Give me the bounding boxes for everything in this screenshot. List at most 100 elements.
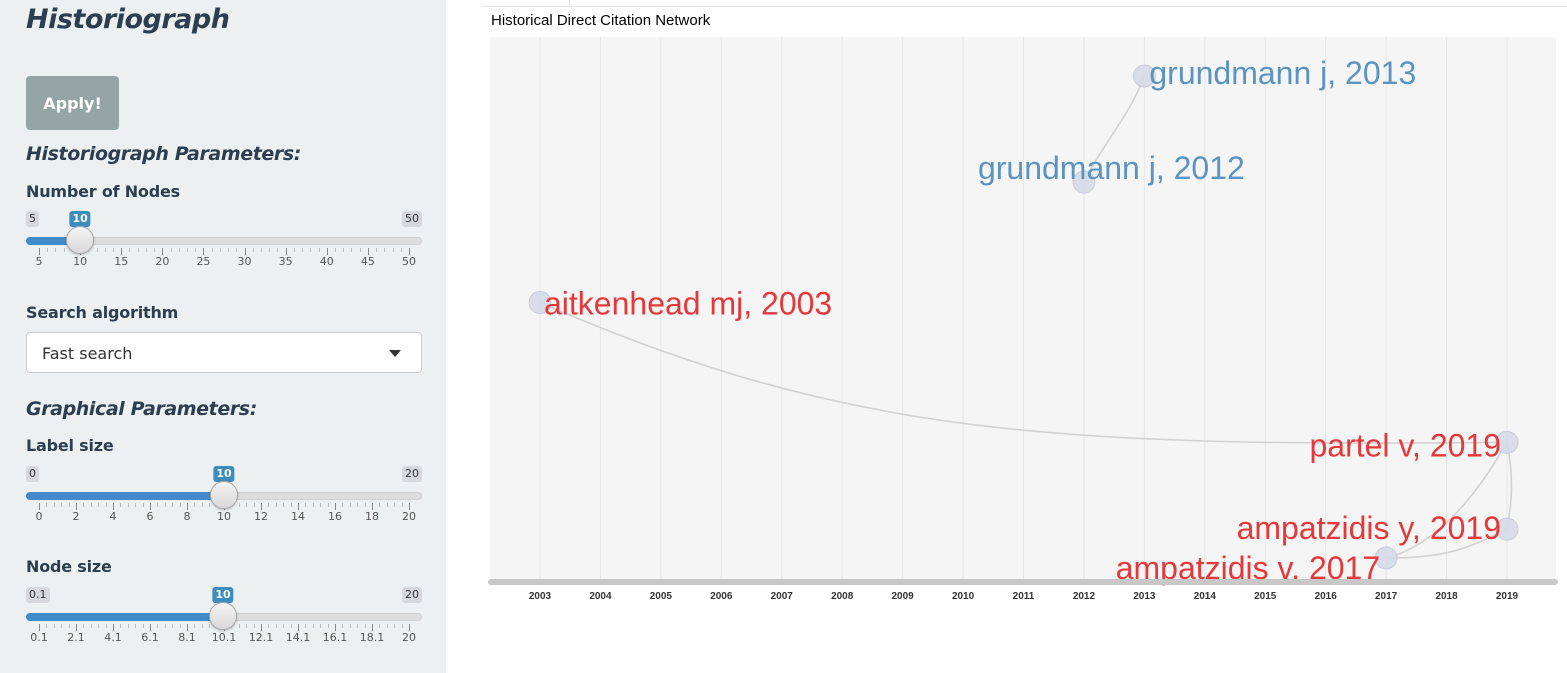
number-of-nodes-slider[interactable]: 5 50 10 5 10 15 20 25 30 35 40 45 50 — [26, 211, 422, 271]
slider-minor-tick — [178, 248, 180, 252]
slider-handle[interactable] — [66, 226, 95, 254]
slider-tick-label: 10 — [73, 255, 88, 268]
x-tick-label: 2007 — [771, 591, 794, 602]
slider-fill — [26, 613, 224, 621]
node-label[interactable]: aitkenhead mj, 2003 — [544, 286, 832, 322]
slider-tick-label: 20 — [402, 631, 416, 644]
slider-minor-tick — [343, 248, 345, 252]
slider-tick-label: 40 — [319, 255, 334, 268]
slider-minor-tick — [120, 503, 122, 507]
slider-min-label: 5 — [26, 211, 39, 227]
network-node[interactable] — [1495, 430, 1519, 454]
network-node[interactable] — [1495, 517, 1519, 541]
slider-tick — [326, 248, 328, 255]
node-label[interactable]: grundmann j, 2012 — [978, 150, 1245, 186]
network-node[interactable] — [1374, 546, 1398, 570]
plot-scrollbar[interactable] — [488, 579, 1558, 585]
slider-minor-tick — [253, 503, 255, 507]
slider-minor-tick — [172, 624, 174, 628]
node-label[interactable]: partel v, 2019 — [1309, 427, 1501, 463]
slider-tick — [409, 503, 410, 510]
slider-tick-label: 4.1 — [104, 631, 122, 644]
slider-minor-tick — [357, 624, 359, 628]
slider-minor-tick — [154, 248, 156, 252]
slider-minor-tick — [379, 624, 381, 628]
slider-minor-tick — [327, 624, 329, 628]
slider-minor-tick — [194, 624, 196, 628]
slider-tick — [285, 248, 287, 255]
slider-minor-tick — [164, 503, 166, 507]
search-algorithm-select[interactable]: Fast search — [26, 332, 422, 373]
slider-minor-tick — [98, 503, 100, 507]
label-size-slider[interactable]: 0 20 10 0 2 4 6 8 10 12 14 16 18 20 — [26, 466, 422, 526]
slider-minor-tick — [351, 248, 353, 252]
slider-tick — [39, 624, 40, 631]
node-label[interactable]: grundmann j, 2013 — [1149, 55, 1416, 91]
slider-minor-tick — [53, 624, 55, 628]
slider-tick — [367, 248, 369, 255]
network-node[interactable] — [1132, 64, 1156, 88]
slider-minor-tick — [290, 624, 292, 628]
slider-minor-tick — [379, 503, 381, 507]
slider-tick-label: 30 — [237, 255, 252, 268]
slider-tick — [113, 624, 114, 631]
slider-ticks: 0.1 2.1 4.1 6.1 8.1 10.1 12.1 14.1 16.1 18.1 20 — [26, 624, 422, 644]
slider-minor-tick — [386, 624, 388, 628]
slider-minor-tick — [261, 248, 262, 252]
slider-minor-tick — [268, 624, 270, 628]
slider-minor-tick — [401, 503, 403, 507]
slider-minor-tick — [195, 248, 197, 252]
slider-minor-tick — [201, 503, 203, 507]
slider-minor-tick — [61, 624, 63, 628]
slider-minor-tick — [269, 248, 271, 252]
slider-minor-tick — [53, 503, 55, 507]
apply-button[interactable]: Apply! — [26, 76, 119, 130]
network-node[interactable] — [528, 291, 552, 315]
slider-minor-tick — [253, 624, 255, 628]
node-label[interactable]: ampatzidis y, 2019 — [1237, 510, 1501, 546]
x-tick-label: 2004 — [589, 591, 612, 602]
slider-tick — [372, 624, 373, 631]
historiograph-parameters-heading: Historiograph Parameters: — [26, 143, 301, 165]
slider-minor-tick — [401, 624, 403, 628]
slider-minor-tick — [142, 624, 144, 628]
slider-tick-label: 18 — [365, 510, 379, 523]
slider-minor-tick — [320, 624, 322, 628]
slider-minor-tick — [275, 503, 277, 507]
x-tick-label: 2008 — [831, 591, 854, 602]
slider-minor-tick — [376, 248, 378, 252]
slider-tick-label: 20 — [402, 510, 416, 523]
slider-tick-label: 35 — [278, 255, 293, 268]
slider-tick — [409, 248, 410, 255]
slider-max-label: 20 — [402, 466, 422, 482]
number-of-nodes-label: Number of Nodes — [26, 182, 180, 201]
slider-tick-label: 2 — [72, 510, 80, 523]
slider-minor-tick — [83, 503, 85, 507]
slider-minor-tick — [252, 248, 254, 252]
label-size-label: Label size — [26, 436, 114, 455]
slider-minor-tick — [335, 248, 336, 252]
citation-edge — [1386, 528, 1508, 559]
slider-handle[interactable] — [210, 481, 238, 509]
x-tick-label: 2013 — [1133, 591, 1156, 602]
slider-value-label: 10 — [213, 466, 235, 482]
search-algorithm-value: Fast search — [42, 344, 133, 363]
slider-minor-tick — [113, 248, 114, 252]
slider-minor-tick — [201, 624, 203, 628]
slider-minor-tick — [238, 624, 240, 628]
slider-minor-tick — [68, 624, 70, 628]
node-size-slider[interactable]: 0.1 20 10 0.1 2.1 4.1 6.1 8.1 10.1 12.1 14.1 16.1 18… — [26, 587, 422, 647]
slider-max-label: 20 — [402, 587, 422, 603]
slider-handle[interactable] — [209, 602, 238, 630]
x-tick-label: 2018 — [1435, 591, 1458, 602]
slider-minor-tick — [364, 624, 366, 628]
slider-tick-label: 6.1 — [141, 631, 159, 644]
slider-minor-tick — [359, 248, 361, 252]
slider-tick-label: 16.1 — [322, 631, 348, 644]
x-tick-label: 2019 — [1496, 591, 1519, 602]
slider-tick — [113, 503, 114, 510]
slider-minor-tick — [157, 503, 159, 507]
plot-title: Historical Direct Citation Network — [491, 12, 711, 29]
network-node[interactable] — [1072, 170, 1096, 194]
